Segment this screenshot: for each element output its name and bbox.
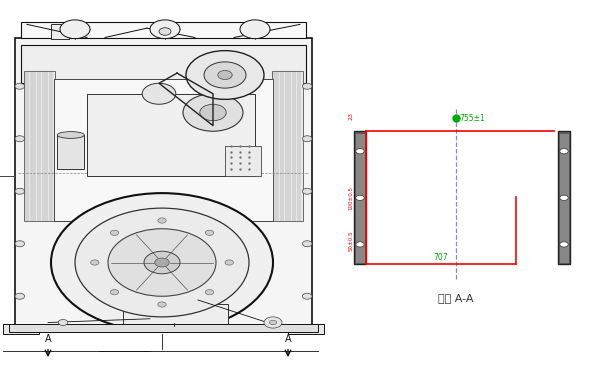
Circle shape — [560, 195, 568, 200]
Circle shape — [200, 104, 226, 121]
Circle shape — [110, 290, 119, 295]
Circle shape — [218, 70, 232, 80]
Circle shape — [302, 293, 312, 299]
Circle shape — [205, 230, 214, 236]
Circle shape — [155, 258, 169, 267]
Circle shape — [204, 62, 246, 88]
Circle shape — [269, 320, 277, 325]
Circle shape — [142, 83, 176, 104]
Circle shape — [110, 230, 119, 236]
Circle shape — [186, 51, 264, 99]
Bar — [9, 324, 318, 332]
Text: 707: 707 — [434, 254, 448, 262]
Bar — [87, 94, 255, 176]
Circle shape — [150, 20, 180, 39]
Circle shape — [560, 242, 568, 247]
Circle shape — [302, 136, 312, 142]
Circle shape — [144, 251, 180, 274]
Ellipse shape — [58, 132, 84, 138]
Text: 755±1: 755±1 — [459, 114, 485, 123]
Bar — [54, 79, 273, 221]
Bar — [558, 131, 570, 264]
Circle shape — [60, 20, 90, 39]
Bar — [123, 304, 228, 326]
Text: 50±0.5: 50±0.5 — [349, 230, 353, 251]
Circle shape — [205, 290, 214, 295]
Bar — [354, 131, 366, 264]
Bar — [51, 24, 69, 39]
Bar — [57, 135, 84, 169]
Circle shape — [15, 293, 25, 299]
Circle shape — [240, 20, 270, 39]
Bar — [15, 38, 312, 326]
Bar — [225, 146, 261, 176]
Circle shape — [91, 260, 99, 265]
Circle shape — [158, 302, 166, 307]
Bar — [288, 324, 324, 334]
Circle shape — [58, 320, 68, 326]
Text: 剖面 A-A: 剖面 A-A — [438, 293, 474, 303]
Circle shape — [75, 208, 249, 317]
Circle shape — [159, 28, 171, 35]
Circle shape — [302, 83, 312, 89]
Circle shape — [15, 83, 25, 89]
Circle shape — [15, 136, 25, 142]
Text: 23: 23 — [349, 112, 353, 120]
Circle shape — [356, 195, 364, 200]
Bar — [24, 71, 55, 221]
Bar — [355, 133, 365, 262]
Text: A: A — [44, 334, 52, 344]
Circle shape — [356, 242, 364, 247]
Circle shape — [15, 241, 25, 247]
Circle shape — [225, 260, 233, 265]
Bar — [272, 71, 303, 221]
Circle shape — [560, 148, 568, 154]
Circle shape — [264, 317, 282, 328]
Circle shape — [356, 148, 364, 154]
Bar — [21, 45, 306, 82]
Bar — [21, 22, 306, 38]
Bar — [3, 324, 39, 334]
Circle shape — [302, 241, 312, 247]
Circle shape — [158, 218, 166, 223]
Circle shape — [302, 188, 312, 194]
Circle shape — [51, 193, 273, 332]
Text: 100±0.5: 100±0.5 — [349, 186, 353, 210]
Circle shape — [15, 188, 25, 194]
Bar — [559, 133, 569, 262]
Circle shape — [183, 94, 243, 131]
Circle shape — [108, 229, 216, 296]
Text: A: A — [284, 334, 292, 344]
